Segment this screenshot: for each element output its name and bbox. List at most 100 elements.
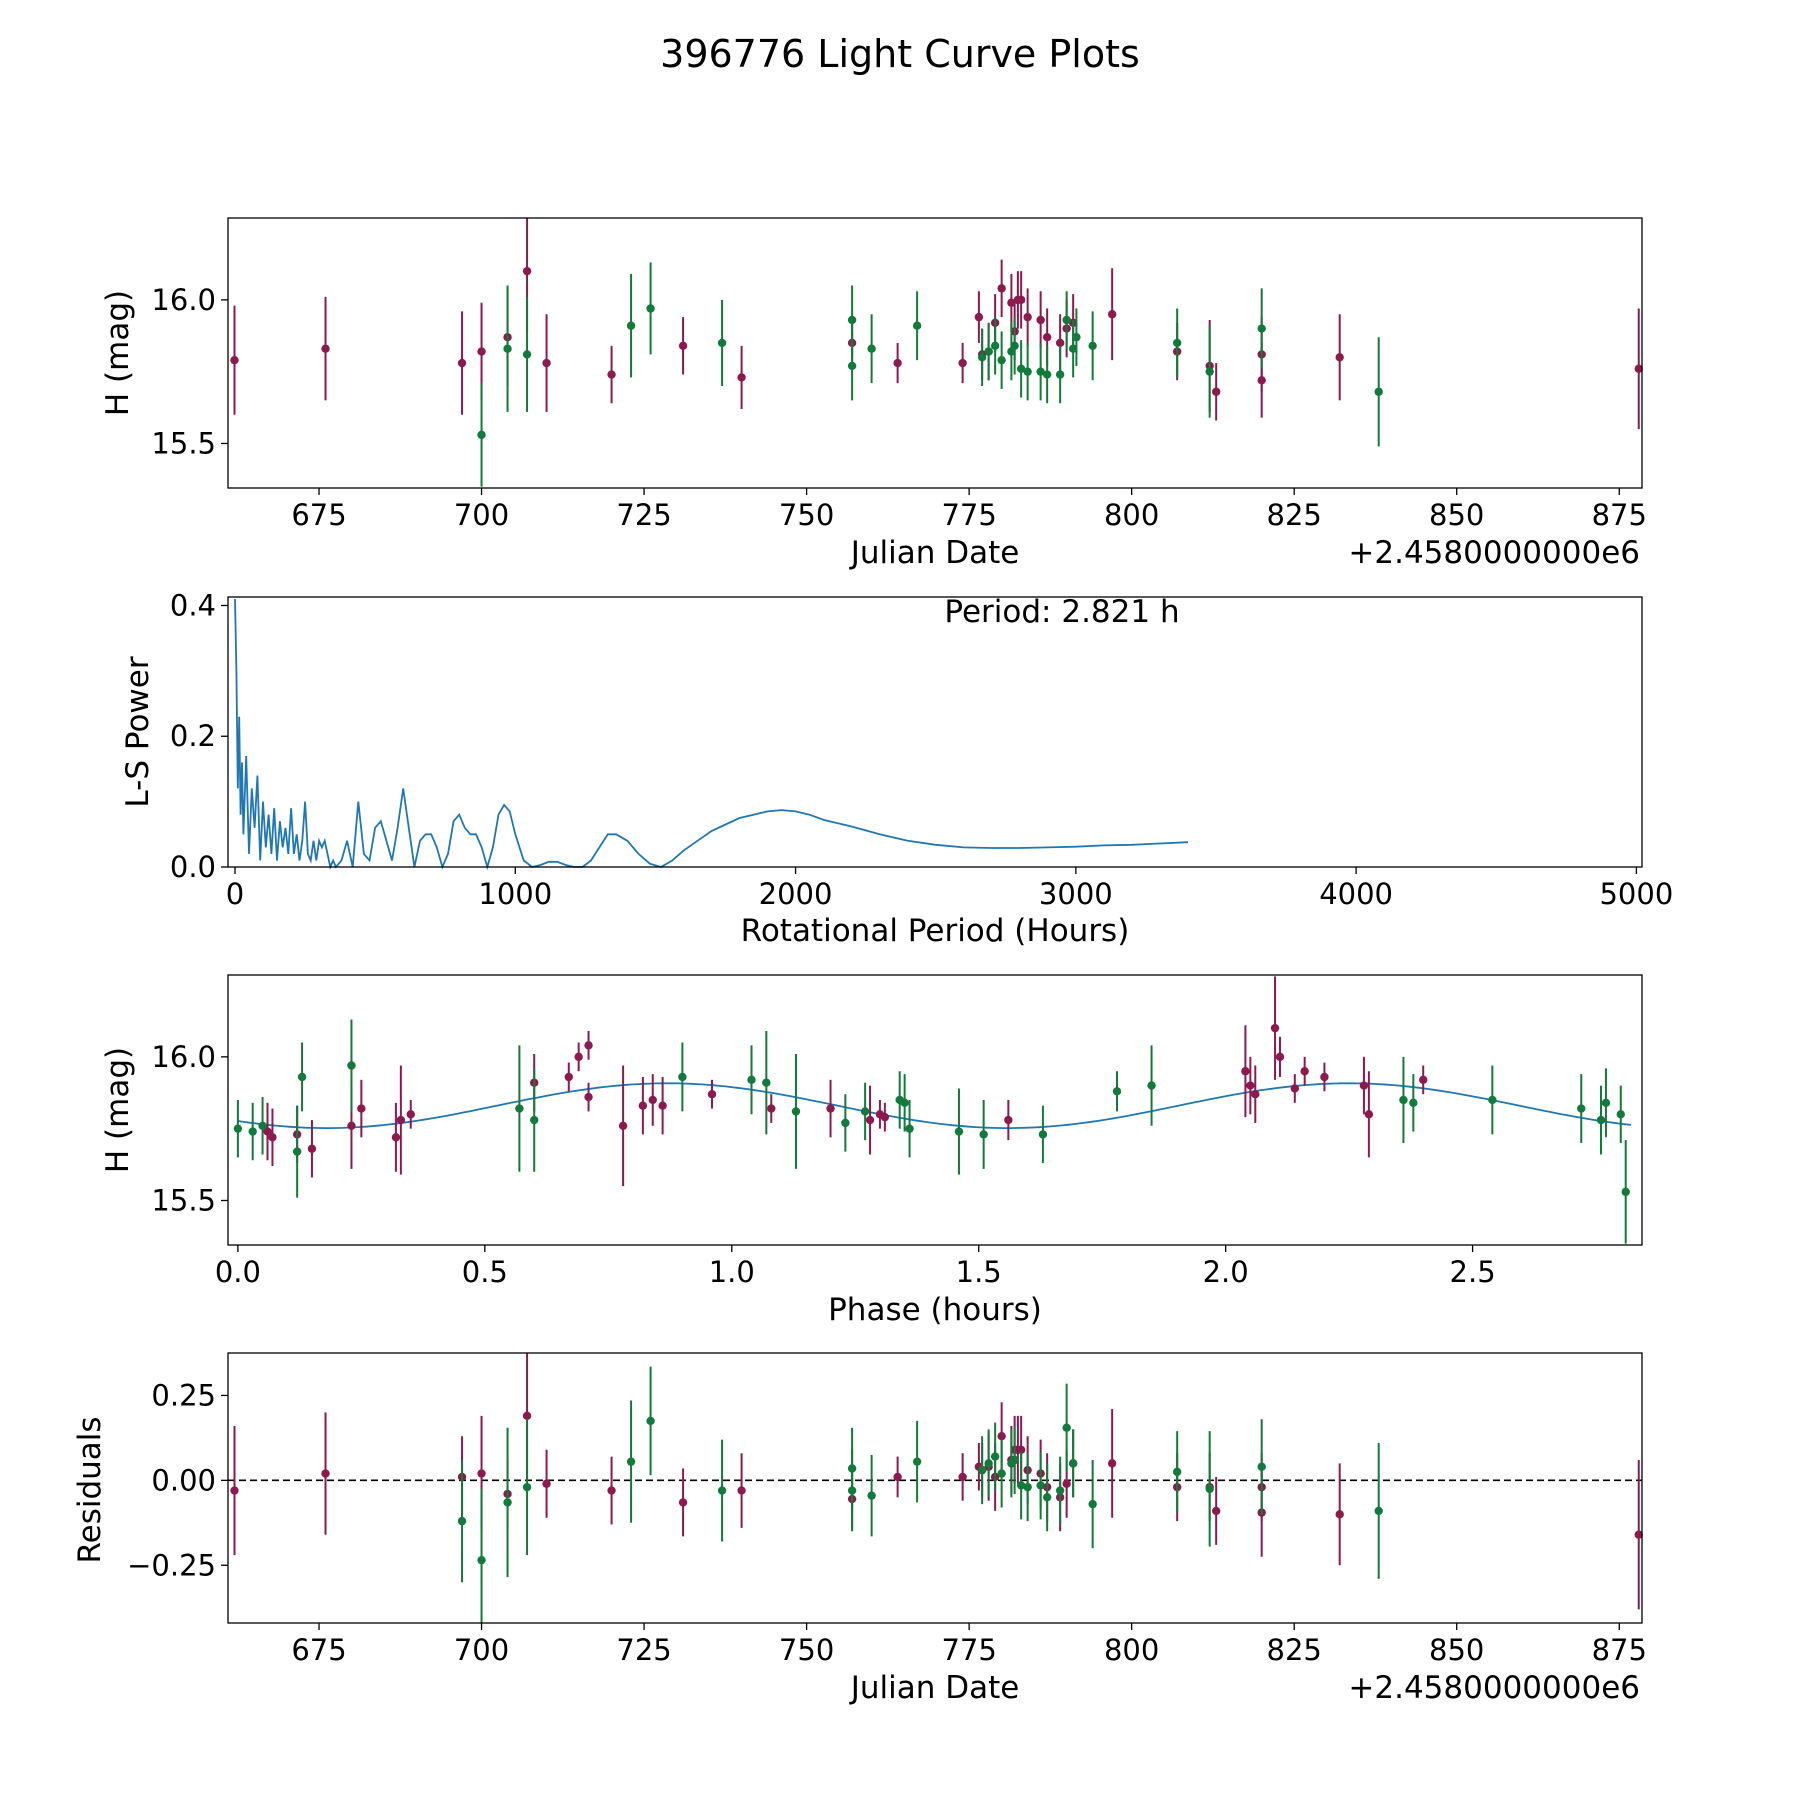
residuals-ylabel: Residuals — [72, 1416, 108, 1563]
data-point — [1211, 1506, 1221, 1516]
x-tick-label: 775 — [941, 1633, 996, 1667]
x-tick-label: 825 — [1267, 498, 1322, 532]
x-tick-label: 4000 — [1319, 877, 1393, 911]
model-curve — [237, 1082, 1632, 1129]
data-point — [1634, 364, 1643, 373]
data-point — [263, 1127, 272, 1136]
data-point — [1246, 1081, 1255, 1090]
lightcurve-yticks: 15.5 16.0 — [151, 283, 228, 460]
lightcurve-frame — [227, 217, 1643, 489]
x-tick-label: 825 — [1267, 1633, 1322, 1667]
data-point — [1251, 1090, 1260, 1099]
data-point — [607, 370, 616, 379]
data-point — [658, 1101, 667, 1110]
data-point — [1409, 1098, 1418, 1108]
data-point — [321, 1469, 330, 1478]
data-point — [826, 1104, 835, 1113]
period-annotation: Period: 2.821 h — [944, 594, 1179, 630]
data-point — [880, 1112, 890, 1122]
data-point — [912, 1457, 922, 1466]
data-point — [867, 1491, 876, 1500]
data-point — [1016, 364, 1026, 373]
x-tick-label: 2.0 — [1203, 1255, 1249, 1289]
data-point — [1290, 1084, 1299, 1093]
y-tick-label: 0.4 — [170, 588, 216, 622]
data-point — [1601, 1098, 1611, 1108]
phased-marks — [233, 976, 1632, 1244]
data-point — [530, 1115, 539, 1125]
phased-ylabel: H (mag) — [100, 1047, 136, 1173]
data-point — [791, 1107, 801, 1116]
data-point — [984, 347, 993, 356]
data-point — [292, 1147, 302, 1156]
phased-yticks: 15.5 16.0 — [151, 1040, 228, 1217]
data-point — [477, 1469, 486, 1478]
phased-panel: 0.0 0.5 1.0 1.5 2.0 2.5 15.5 16.0 Phase (hours… — [100, 974, 1643, 1328]
x-tick-label: 0.0 — [215, 1255, 261, 1289]
x-tick-label: 3000 — [1039, 877, 1113, 911]
residuals-frame — [227, 1352, 1643, 1624]
data-point — [717, 338, 727, 348]
data-point — [977, 353, 987, 362]
data-point — [1055, 370, 1065, 379]
data-point — [1042, 333, 1052, 342]
data-point — [707, 1090, 717, 1099]
data-point — [391, 1133, 401, 1142]
data-point — [997, 1432, 1006, 1441]
data-point — [1007, 298, 1016, 307]
data-point — [997, 284, 1006, 293]
x-tick-label: 0.5 — [462, 1255, 508, 1289]
data-point — [1036, 367, 1045, 376]
data-point — [233, 1124, 243, 1133]
data-point — [1270, 1023, 1280, 1033]
lightcurve-ylabel: H (mag) — [100, 290, 136, 416]
data-point — [321, 344, 330, 353]
x-tick-label: 725 — [616, 1633, 671, 1667]
data-point — [477, 347, 486, 356]
data-point — [1399, 1095, 1408, 1105]
y-tick-label: 15.5 — [151, 1183, 216, 1217]
lightcurve-marks — [230, 218, 1643, 487]
data-point — [847, 361, 857, 371]
data-point — [997, 1469, 1006, 1478]
x-tick-label: 700 — [454, 498, 509, 532]
data-point — [847, 315, 857, 325]
data-point — [396, 1115, 406, 1125]
data-point — [847, 1464, 857, 1473]
data-point — [1172, 338, 1182, 348]
data-point — [1010, 1455, 1019, 1465]
data-point — [1147, 1081, 1156, 1090]
data-point — [737, 1486, 746, 1495]
data-point — [1488, 1095, 1497, 1105]
residuals-xlabel: Julian Date — [849, 1670, 1020, 1706]
y-tick-label: 16.0 — [151, 283, 216, 317]
data-point — [1335, 353, 1344, 362]
data-point — [762, 1078, 771, 1087]
y-tick-label: 0.2 — [170, 719, 216, 753]
data-point — [867, 344, 876, 353]
x-tick-label: 1000 — [478, 877, 552, 911]
data-point — [626, 1457, 636, 1466]
data-point — [457, 1516, 467, 1526]
data-point — [457, 358, 467, 368]
periodogram-frame — [227, 596, 1643, 868]
data-point — [1364, 1110, 1374, 1119]
periodogram-line — [234, 598, 1189, 871]
data-point — [1300, 1067, 1309, 1076]
data-point — [984, 1459, 993, 1468]
data-point — [893, 1472, 902, 1482]
residuals-yticks: −0.25 0.00 0.25 — [127, 1378, 228, 1582]
data-point — [626, 321, 636, 330]
x-tick-label: 2.5 — [1450, 1255, 1496, 1289]
x-tick-label: 750 — [779, 1633, 834, 1667]
x-tick-label: 0 — [226, 877, 244, 911]
x-tick-label: 675 — [291, 498, 346, 532]
periodogram-marks — [234, 598, 1189, 871]
data-point — [979, 1130, 988, 1139]
data-point — [1023, 1482, 1032, 1492]
x-tick-label: 800 — [1104, 1633, 1159, 1667]
data-point — [1088, 341, 1097, 351]
x-tick-label: 1.5 — [956, 1255, 1002, 1289]
x-tick-label: 875 — [1592, 1633, 1647, 1667]
data-point — [1634, 1530, 1643, 1539]
